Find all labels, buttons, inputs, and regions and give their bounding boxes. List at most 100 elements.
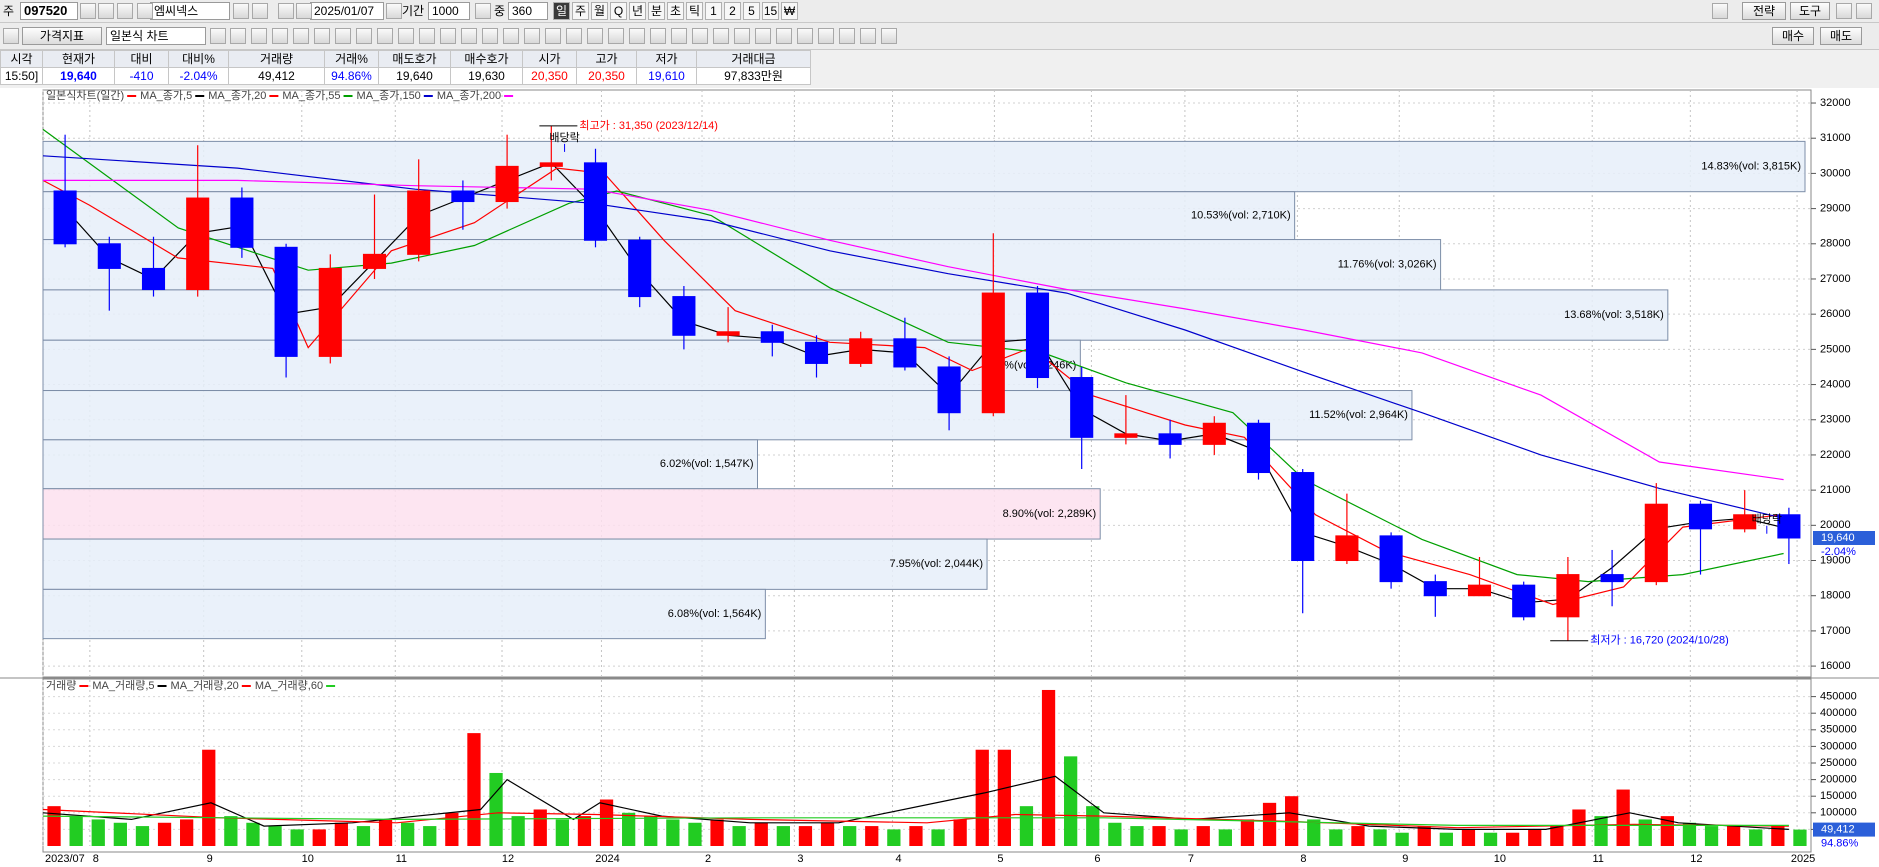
tool-icon[interactable] [797, 28, 813, 44]
tool-icon[interactable] [755, 28, 771, 44]
tool-icon[interactable] [629, 28, 645, 44]
tool-icon[interactable] [377, 28, 393, 44]
legend-title: 일본식차트(일간) [46, 88, 124, 102]
interval-button[interactable]: 틱 [686, 2, 703, 20]
volume-bar [533, 809, 547, 846]
extreme-label: 최저가 : 16,720 (2024/10/28) [1590, 634, 1729, 647]
tool-icon[interactable] [210, 28, 226, 44]
tool-icon[interactable] [419, 28, 435, 44]
tool-icon[interactable] [230, 28, 246, 44]
name-field[interactable]: 엠씨넥스 [150, 2, 230, 20]
volume-bar [688, 822, 702, 846]
chart-style-select[interactable]: 일본식 차트 [106, 27, 206, 45]
moving-average-line [42, 167, 1781, 606]
tool-icon[interactable] [734, 28, 750, 44]
tool-icon[interactable] [98, 3, 114, 19]
volume-bar [489, 772, 503, 846]
candle-body [1423, 581, 1447, 597]
interval-button[interactable]: 초 [667, 2, 684, 20]
tool-icon[interactable] [545, 28, 561, 44]
date-field[interactable]: 2025/01/07 [310, 2, 384, 20]
y-tick-label: 27000 [1820, 273, 1851, 285]
tool-icon[interactable] [386, 3, 402, 19]
tool-icon[interactable] [80, 3, 96, 19]
candle-body [1202, 422, 1226, 445]
tool-button[interactable]: 도구 [1790, 2, 1830, 20]
tool-icon[interactable] [440, 28, 456, 44]
x-tick-label: 2 [705, 853, 711, 865]
tool-icon[interactable] [1712, 3, 1728, 19]
tool-icon[interactable] [356, 28, 372, 44]
y-tick-label: 350000 [1820, 724, 1857, 736]
tool-icon[interactable] [1836, 3, 1852, 19]
y-tick-label: 100000 [1820, 807, 1857, 819]
y-tick-label: 150000 [1820, 790, 1857, 802]
tool-icon[interactable] [650, 28, 666, 44]
tool-icon[interactable] [272, 28, 288, 44]
tool-icon[interactable] [475, 3, 491, 19]
interval-button[interactable]: 주 [572, 2, 589, 20]
interval-button[interactable]: Q [610, 2, 627, 20]
interval-button[interactable]: 15 [762, 2, 779, 20]
tool-icon[interactable] [137, 3, 153, 19]
tool-icon[interactable] [692, 28, 708, 44]
buy-button[interactable]: 매수 [1772, 27, 1814, 45]
tool-icon[interactable] [1856, 3, 1872, 19]
candle-body [1644, 503, 1668, 583]
candle-body [716, 331, 740, 336]
quote-value: 20,350 [522, 67, 577, 85]
indicator-button[interactable]: 가격지표 [22, 27, 102, 45]
volume-bar [1262, 802, 1277, 846]
interval-button[interactable]: 2 [724, 2, 741, 20]
tool-icon[interactable] [524, 28, 540, 44]
sell-button[interactable]: 매도 [1820, 27, 1862, 45]
candle-body [1246, 422, 1271, 474]
tool-icon[interactable] [278, 3, 294, 19]
volume-bar [202, 749, 216, 846]
x-tick-label: 8 [93, 853, 99, 865]
interval-button[interactable]: 년 [629, 2, 646, 20]
last-volume-label: 49,412 [1821, 824, 1855, 836]
y-tick-label: 21000 [1820, 484, 1851, 496]
tool-icon[interactable] [251, 28, 267, 44]
volume-bar [423, 826, 437, 846]
tool-icon[interactable] [776, 28, 792, 44]
tool-icon[interactable] [503, 28, 519, 44]
tool-icon[interactable] [587, 28, 603, 44]
interval-button[interactable]: 분 [648, 2, 665, 20]
tool-icon[interactable] [818, 28, 834, 44]
interval-button[interactable]: 월 [591, 2, 608, 20]
interval-button[interactable]: 일 [553, 2, 570, 20]
volume-bar [157, 822, 172, 846]
tool-icon[interactable] [117, 3, 133, 19]
interval-button[interactable]: ₩ [781, 2, 798, 20]
tool-icon[interactable] [608, 28, 624, 44]
code-field[interactable]: 097520 [20, 2, 78, 20]
tool-icon[interactable] [293, 28, 309, 44]
tool-icon[interactable] [3, 28, 19, 44]
tool-icon[interactable] [233, 3, 249, 19]
last-price-label: 19,640 [1821, 532, 1855, 544]
tool-icon[interactable] [860, 28, 876, 44]
tool-icon[interactable] [335, 28, 351, 44]
tool-icon[interactable] [713, 28, 729, 44]
strategy-button[interactable]: 전략 [1742, 2, 1786, 20]
interval-button[interactable]: 1 [705, 2, 722, 20]
volume-profile-bar [42, 289, 1669, 341]
candle-body [97, 243, 121, 269]
tool-icon[interactable] [296, 3, 312, 19]
tool-icon[interactable] [398, 28, 414, 44]
tool-icon[interactable] [671, 28, 687, 44]
tool-icon[interactable] [314, 28, 330, 44]
tool-icon[interactable] [482, 28, 498, 44]
period-field[interactable]: 1000 [428, 2, 470, 20]
volume-bar [1749, 829, 1763, 846]
tool-icon[interactable] [461, 28, 477, 44]
tool-icon[interactable] [881, 28, 897, 44]
mid-field[interactable]: 360 [508, 2, 548, 20]
interval-button[interactable]: 5 [743, 2, 760, 20]
tool-icon[interactable] [566, 28, 582, 44]
volume-bar [953, 819, 967, 846]
tool-icon[interactable] [839, 28, 855, 44]
tool-icon[interactable] [252, 3, 268, 19]
